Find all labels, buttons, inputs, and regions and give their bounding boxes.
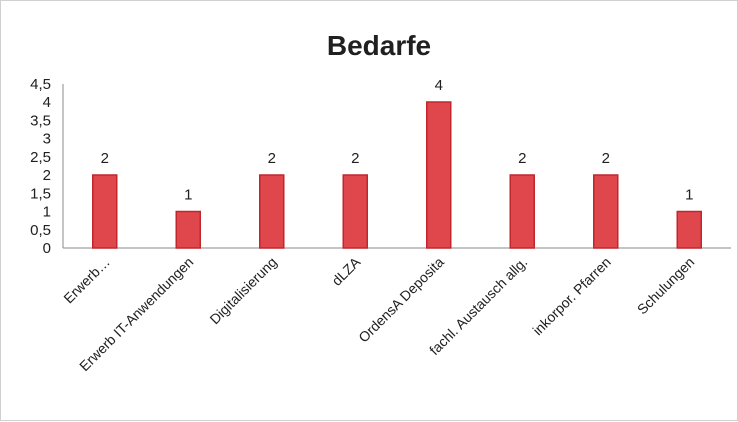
bar — [92, 174, 118, 249]
category-labels: Erwerb…Erwerb IT-Anwendungen Digitalisier… — [60, 253, 697, 374]
bar — [342, 174, 368, 249]
bar — [175, 210, 201, 249]
y-tick-label: 4,5 — [30, 76, 51, 93]
category-label: dLZA — [328, 253, 363, 288]
category-label: inkorpor. Pfarren — [529, 254, 613, 338]
y-tick-label: 0 — [43, 240, 51, 257]
data-label: 2 — [351, 150, 359, 167]
y-tick-label: 0,5 — [30, 222, 51, 239]
data-label: 1 — [685, 187, 693, 204]
bars — [92, 101, 702, 249]
bar — [676, 210, 702, 249]
y-tick-label: 2 — [43, 167, 51, 184]
bar — [593, 174, 619, 249]
data-label: 1 — [184, 187, 192, 204]
data-label: 4 — [435, 77, 443, 94]
category-label: Schulungen — [634, 254, 698, 318]
bar — [426, 101, 452, 249]
y-tick-label: 1 — [43, 204, 51, 221]
data-label: 2 — [602, 150, 610, 167]
data-label: 2 — [518, 150, 526, 167]
y-tick-label: 4 — [43, 94, 51, 111]
y-tick-label: 3,5 — [30, 112, 51, 129]
category-label: Digitalisierung — [206, 254, 279, 327]
data-label: 2 — [268, 150, 276, 167]
bar — [509, 174, 535, 249]
category-label: OrdensA Deposita — [355, 254, 447, 346]
y-tick-label: 2,5 — [30, 149, 51, 166]
data-labels: 2 1 2 2 4 2 2 1 — [101, 77, 694, 204]
chart-title: Bedarfe — [327, 30, 431, 61]
data-label: 2 — [101, 150, 109, 167]
category-label: Erwerb… — [60, 254, 113, 307]
bar — [259, 174, 285, 249]
y-tick-label: 3 — [43, 131, 51, 148]
y-tick-label: 1,5 — [30, 185, 51, 202]
y-tick-labels: 00,51 1,522,53 3,544,5 — [30, 76, 51, 257]
